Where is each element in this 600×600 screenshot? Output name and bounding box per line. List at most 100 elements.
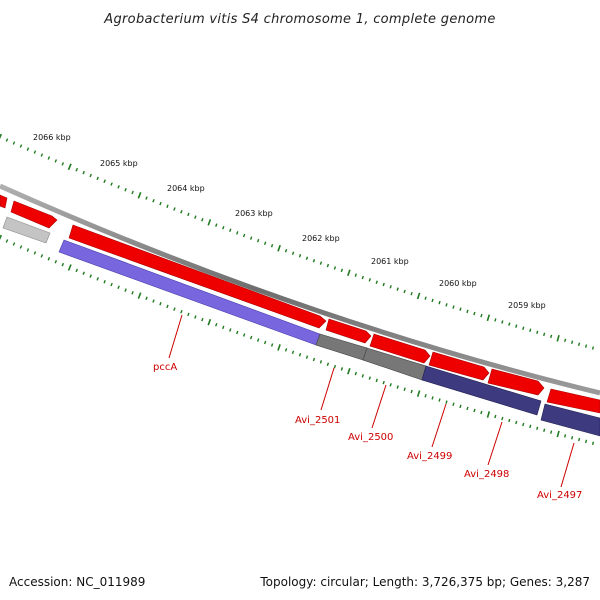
minor-scale-tick	[284, 249, 288, 253]
gene-label[interactable]: Avi_2500	[348, 432, 393, 443]
minor-scale-tick	[361, 374, 364, 378]
cds-forward-feature[interactable]	[0, 194, 8, 209]
minor-scale-tick	[54, 159, 58, 163]
cds-forward-feature[interactable]	[428, 351, 490, 381]
gene-label[interactable]: Avi_2498	[464, 469, 509, 480]
minor-scale-tick	[131, 291, 134, 295]
leader-line	[431, 403, 447, 448]
minor-scale-tick	[187, 312, 190, 317]
minor-scale-tick	[270, 243, 274, 248]
minor-scale-tick	[543, 428, 546, 432]
minor-scale-tick	[410, 389, 413, 394]
cds-reverse-feature[interactable]	[2, 216, 51, 244]
minor-scale-tick	[33, 251, 37, 255]
cds-forward-feature[interactable]	[487, 368, 545, 396]
minor-scale-tick	[326, 263, 330, 268]
minor-scale-tick	[501, 416, 504, 421]
minor-scale-tick	[550, 430, 553, 434]
minor-scale-tick	[256, 238, 260, 243]
leader-line	[371, 384, 387, 429]
minor-scale-tick	[389, 285, 392, 289]
minor-scale-tick	[508, 322, 511, 326]
minor-scale-tick	[110, 282, 113, 287]
gene-label[interactable]: Avi_2497	[537, 490, 582, 501]
minor-scale-tick	[536, 330, 539, 335]
minor-scale-tick	[368, 376, 371, 380]
minor-scale-tick	[305, 355, 309, 359]
minor-scale-tick	[263, 241, 267, 245]
minor-scale-tick	[298, 253, 302, 258]
minor-scale-tick	[117, 185, 120, 189]
minor-scale-tick	[75, 167, 79, 172]
minor-scale-tick	[152, 199, 155, 203]
minor-scale-tick	[249, 335, 253, 340]
outer-scale-ticks	[0, 133, 595, 350]
gene-label[interactable]: pccA	[153, 362, 177, 373]
minor-scale-tick	[145, 196, 148, 200]
cds-forward-feature[interactable]	[325, 318, 372, 344]
minor-scale-tick	[201, 218, 204, 222]
minor-scale-tick	[242, 333, 246, 337]
cds-reverse-feature[interactable]	[58, 239, 321, 346]
minor-scale-tick	[215, 323, 218, 327]
major-scale-tick	[556, 430, 560, 438]
minor-scale-tick	[47, 257, 51, 261]
minor-scale-tick	[591, 346, 595, 350]
minor-scale-tick	[522, 422, 525, 427]
minor-scale-tick	[12, 141, 16, 145]
minor-scale-tick	[431, 396, 434, 400]
major-scale-tick	[67, 163, 72, 171]
minor-scale-tick	[298, 352, 302, 357]
cds-forward-feature[interactable]	[369, 333, 431, 364]
cds-forward-feature[interactable]	[10, 200, 58, 229]
cds-forward-feature[interactable]	[68, 224, 327, 329]
minor-scale-tick	[96, 277, 99, 281]
minor-scale-tick	[591, 441, 595, 445]
minor-scale-tick	[340, 367, 344, 371]
minor-scale-tick	[480, 410, 483, 415]
minor-scale-tick	[319, 261, 323, 265]
minor-scale-tick	[578, 437, 581, 442]
minor-scale-tick	[396, 287, 399, 291]
cds-reverse-feature[interactable]	[540, 403, 600, 437]
gene-label[interactable]: Avi_2499	[407, 451, 452, 462]
minor-scale-tick	[222, 225, 225, 230]
scale-label: 2064 kbp	[167, 184, 205, 193]
genome-backbone	[0, 183, 600, 396]
minor-scale-tick	[396, 385, 399, 389]
minor-scale-tick	[577, 342, 581, 346]
minor-scale-tick	[375, 280, 378, 284]
major-scale-tick	[347, 269, 351, 277]
inner-scale-ticks	[0, 234, 595, 445]
gene-labels: pccA Avi_2501 Avi_2500 Avi_2499 Avi_2498…	[153, 362, 582, 501]
minor-scale-tick	[382, 380, 385, 385]
minor-scale-tick	[89, 274, 92, 278]
minor-scale-tick	[54, 260, 58, 264]
minor-scale-tick	[403, 289, 406, 294]
minor-scale-tick	[82, 271, 85, 275]
minor-scale-tick	[515, 420, 518, 425]
major-scale-tick	[277, 244, 281, 252]
minor-scale-tick	[291, 350, 295, 355]
minor-scale-tick	[284, 348, 288, 352]
minor-scale-tick	[515, 324, 518, 328]
minor-scale-tick	[270, 343, 274, 347]
gene-label-leaders	[168, 314, 575, 488]
cds-forward-feature[interactable]	[546, 388, 600, 414]
minor-scale-tick	[452, 402, 455, 406]
gene-label[interactable]: Avi_2501	[295, 415, 340, 426]
minor-scale-tick	[222, 325, 225, 330]
minor-scale-tick	[382, 282, 385, 287]
minor-scale-tick	[333, 364, 337, 369]
minor-scale-tick	[40, 153, 44, 157]
major-scale-tick	[0, 133, 3, 139]
minor-scale-tick	[452, 305, 455, 309]
minor-scale-tick	[291, 251, 295, 256]
major-scale-tick	[207, 219, 212, 226]
minor-scale-tick	[584, 344, 588, 348]
minor-scale-tick	[305, 256, 309, 260]
cds-reverse-feature[interactable]	[421, 365, 542, 416]
minor-scale-tick	[180, 209, 183, 214]
minor-scale-tick	[26, 248, 30, 252]
minor-scale-tick	[466, 406, 469, 411]
